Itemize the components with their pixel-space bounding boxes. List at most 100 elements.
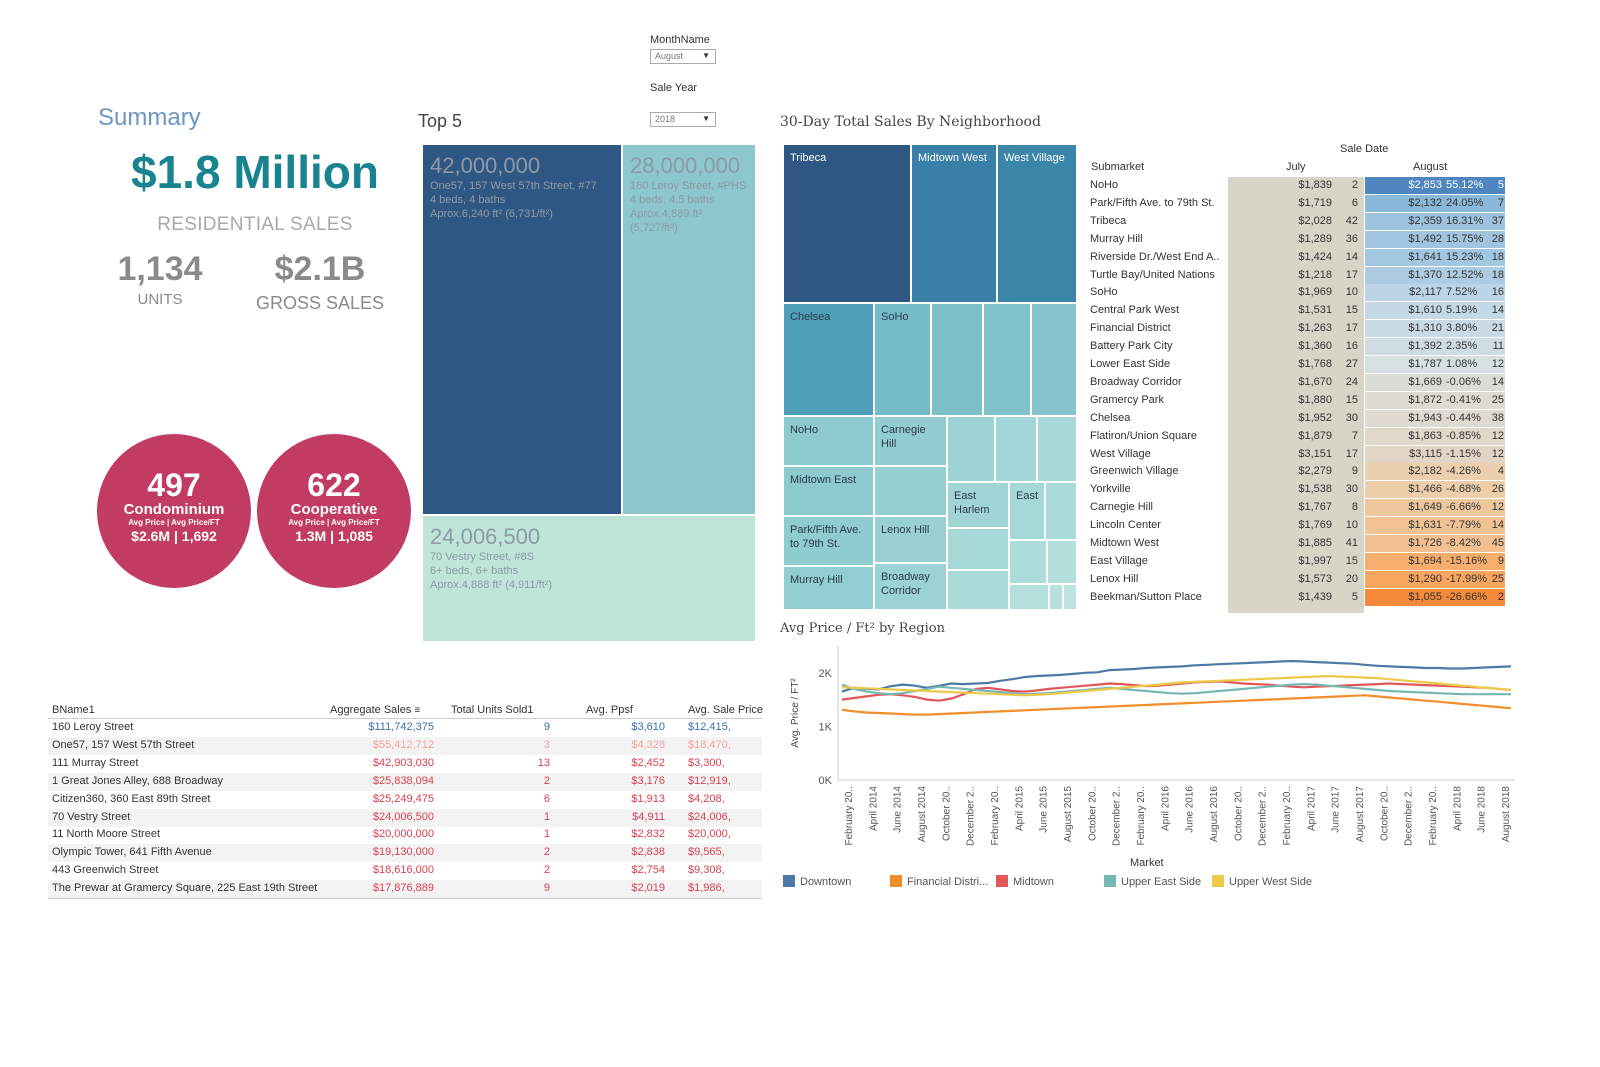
nb-cell-h[interactable] <box>1045 482 1077 540</box>
x-tick-label: December 2.. <box>1404 786 1415 846</box>
submarket-row[interactable]: Gramercy Park $1,880 15 $1,872 -0.41% 25 <box>1090 391 1508 410</box>
submarket-row[interactable]: SoHo $1,969 10 $2,117 7.52% 16 <box>1090 284 1508 302</box>
x-tick-label: April 2016 <box>1160 786 1171 831</box>
nb-cell-f[interactable] <box>1037 416 1077 482</box>
legend-item[interactable]: Downtown <box>783 875 851 888</box>
nb-cell-i[interactable] <box>947 528 1009 570</box>
nb-cell-a[interactable] <box>931 303 983 416</box>
nb-cell-e[interactable] <box>995 416 1037 482</box>
submarket-row[interactable]: Beekman/Sutton Place $1,439 5 $1,055 -26.66%… <box>1090 588 1508 607</box>
nb-cell-west-village[interactable]: West Village <box>997 144 1077 303</box>
avg-sale-price: $4,208, <box>688 792 725 805</box>
nb-cell-k[interactable] <box>1047 540 1077 584</box>
legend-item[interactable]: Upper West Side <box>1212 875 1312 888</box>
august-cell <box>1365 266 1505 284</box>
legend-item[interactable]: Financial Distri... <box>890 875 988 888</box>
nb-cell-east-harlem[interactable]: East Harlem <box>947 482 1009 528</box>
avg-ppsf: $4,328 <box>631 738 665 751</box>
submarket-row[interactable]: NoHo $1,839 2 $2,853 55.12% 5 <box>1090 177 1508 195</box>
submarket-row[interactable]: Riverside Dr./West End A.. $1,424 14 $1,641… <box>1090 248 1508 267</box>
nb-cell-g[interactable] <box>874 466 947 516</box>
submarket-name: East Village <box>1090 554 1148 567</box>
series-line-financial-distri-[interactable] <box>841 694 1512 716</box>
submarket-row[interactable]: Flatiron/Union Square $1,879 7 $1,863 -0.85%… <box>1090 427 1508 446</box>
nb-cell-park-fifth[interactable]: Park/Fifth Ave. to 79th St. <box>783 516 874 566</box>
table-row[interactable]: Olympic Tower, 641 Fifth Avenue $19,130,0… <box>48 844 762 863</box>
submarket-name: NoHo <box>1090 179 1119 191</box>
table-row[interactable]: 1 Great Jones Alley, 688 Broadway $25,838… <box>48 772 762 791</box>
nb-cell-n[interactable] <box>1049 584 1063 610</box>
x-tick-label: June 2017 <box>1331 786 1342 833</box>
submarket-row[interactable]: Murray Hill $1,289 36 $1,492 15.75% 28 <box>1090 230 1508 249</box>
july-count: 36 <box>1345 232 1358 245</box>
legend-item[interactable]: Upper East Side <box>1104 875 1201 888</box>
year-select[interactable]: 2018 ▼ <box>650 112 716 127</box>
submarket-row[interactable]: Battery Park City $1,360 16 $1,392 2.35% 11 <box>1090 338 1508 356</box>
series-line-upper-west-side[interactable] <box>841 674 1512 697</box>
submarket-row[interactable]: Lenox Hill $1,573 20 $1,290 -17.99% 25 <box>1090 570 1508 589</box>
legend-swatch <box>890 875 902 887</box>
table-row[interactable]: 160 Leroy Street $111,742,375 9 $3,610 $12,4… <box>48 719 762 737</box>
nb-cell-midtown-east[interactable]: Midtown East <box>783 466 874 516</box>
nb-cell-tribeca[interactable]: Tribeca <box>783 144 911 303</box>
nb-cell-chelsea[interactable]: Chelsea <box>783 303 874 416</box>
series-line-upper-east-side[interactable] <box>841 682 1511 696</box>
submarket-row[interactable]: Park/Fifth Ave. to 79th St. $1,719 6 $2,132… <box>1090 194 1508 213</box>
top5-cell-2[interactable]: 28,000,000 160 Leroy Street, #PHS 4 beds… <box>622 144 756 515</box>
top5-cell-3[interactable]: 24,006,500 70 Vestry Street, #8S 6+ beds… <box>422 515 756 642</box>
table-row[interactable]: 111 Murray Street $42,903,030 13 $2,452 $3,3… <box>48 755 762 773</box>
nb-cell-midtown-west[interactable]: Midtown West <box>911 144 997 303</box>
month-select[interactable]: August ▼ <box>650 49 716 64</box>
sort-icon[interactable]: ≡ <box>414 705 421 716</box>
top5-cell-1[interactable]: 42,000,000 One57, 157 West 57th Street, … <box>422 144 622 515</box>
series-line-downtown[interactable] <box>841 659 1512 693</box>
nb-cell-j[interactable] <box>1009 540 1047 584</box>
nb-cell-noho[interactable]: NoHo <box>783 416 874 466</box>
submarket-row[interactable]: Lincoln Center $1,769 10 $1,631 -7.79% 14 <box>1090 517 1508 535</box>
table-row[interactable]: Citizen360, 360 East 89th Street $25,249,… <box>48 791 762 809</box>
july-count: 30 <box>1345 411 1358 424</box>
table-row[interactable]: 70 Vestry Street $24,006,500 1 $4,911 $24,00… <box>48 808 762 827</box>
submarket-row[interactable]: Yorkville $1,538 30 $1,466 -4.68% 26 <box>1090 481 1508 499</box>
nb-cell-murray-hill[interactable]: Murray Hill <box>783 566 874 610</box>
submarket-row[interactable]: Carnegie Hill $1,767 8 $1,649 -6.66% 12 <box>1090 499 1508 517</box>
submarket-row[interactable]: Broadway Corridor $1,670 24 $1,669 -0.06% 14 <box>1090 373 1508 392</box>
nb-cell-east[interactable]: East <box>1009 482 1045 540</box>
y-tick-label: 0K <box>819 775 833 787</box>
nb-cell-broadway-corridor[interactable]: Broadway Corridor <box>874 563 947 610</box>
nb-cell-d[interactable] <box>947 416 995 482</box>
x-tick-label: April 2015 <box>1014 786 1025 831</box>
submarket-row[interactable]: Turtle Bay/United Nations $1,218 17 $1,370 1… <box>1090 266 1508 285</box>
x-tick-label: June 2018 <box>1477 786 1488 833</box>
august-cell <box>1365 248 1505 266</box>
table-row[interactable]: 443 Greenwich Street $18,616,000 2 $2,754 $9… <box>48 862 762 880</box>
nb-cell-c[interactable] <box>1031 303 1077 416</box>
submarket-row[interactable]: Financial District $1,263 17 $1,310 3.80% 21 <box>1090 320 1508 338</box>
nb-cell-o[interactable] <box>1063 584 1077 610</box>
july-price: $1,885 <box>1298 537 1332 549</box>
submarket-row[interactable]: Central Park West $1,531 15 $1,610 5.19% 14 <box>1090 302 1508 320</box>
july-count: 24 <box>1345 375 1358 388</box>
august-pct: 24.05% <box>1446 196 1484 209</box>
nb-cell-soho[interactable]: SoHo <box>874 303 931 416</box>
legend-item[interactable]: Midtown <box>996 875 1054 888</box>
table-row[interactable]: One57, 157 West 57th Street $55,412,712 3 $… <box>48 736 762 755</box>
submarket-row[interactable]: West Village $3,151 17 $3,115 -1.15% 12 <box>1090 445 1508 464</box>
nb-cell-m[interactable] <box>1009 584 1049 610</box>
submarket-row[interactable]: East Village $1,997 15 $1,694 -15.16% 9 <box>1090 552 1508 571</box>
table-row[interactable]: The Prewar at Gramercy Square, 225 East … <box>48 880 762 899</box>
august-pct: -0.85% <box>1446 429 1481 442</box>
table-row[interactable]: 11 North Moore Street $20,000,000 1 $2,832 $… <box>48 826 762 844</box>
condo-type: Condominium <box>123 501 225 518</box>
aggregate-sales-header[interactable]: Aggregate Sales ≡ <box>330 704 420 716</box>
nb-cell-carnegie-hill[interactable]: Carnegie Hill <box>874 416 947 466</box>
submarket-row[interactable]: Greenwich Village $2,279 9 $2,182 -4.26% 4 <box>1090 463 1508 481</box>
top5-cell-area2: (5,727/ft²) <box>630 222 678 234</box>
nb-cell-b[interactable] <box>983 303 1031 416</box>
submarket-row[interactable]: Midtown West $1,885 41 $1,726 -8.42% 45 <box>1090 535 1508 553</box>
submarket-row[interactable]: Tribeca $2,028 42 $2,359 16.31% 37 <box>1090 212 1508 231</box>
nb-cell-lenox-hill[interactable]: Lenox Hill <box>874 516 947 563</box>
nb-cell-l[interactable] <box>947 570 1009 610</box>
submarket-row[interactable]: Chelsea $1,952 30 $1,943 -0.44% 38 <box>1090 409 1508 428</box>
submarket-row[interactable]: Lower East Side $1,768 27 $1,787 1.08% 12 <box>1090 356 1508 374</box>
